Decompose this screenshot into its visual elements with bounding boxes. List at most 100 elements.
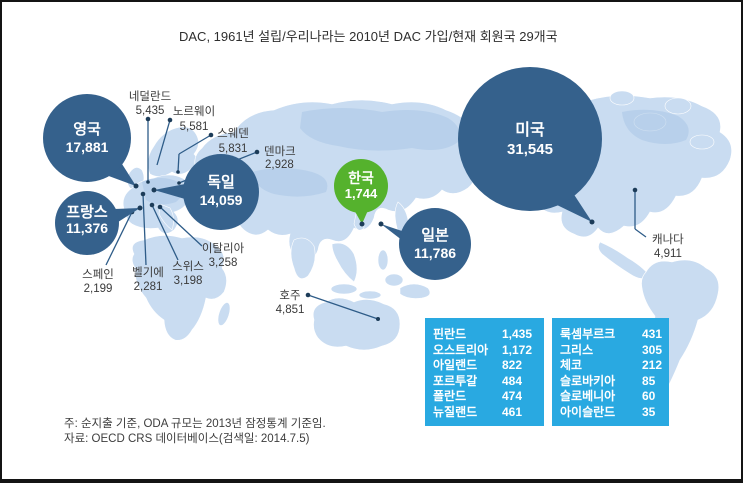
- bubble-france-circle: [55, 191, 119, 255]
- bubble-france-name: 프랑스: [66, 203, 108, 221]
- label-italy-value: 3,258: [209, 257, 238, 269]
- bubble-korea-name: 한국: [348, 170, 374, 186]
- leader-sweden-2: [177, 153, 180, 173]
- leader-spain: [105, 211, 133, 266]
- table-cell-country: 슬로바키아: [560, 373, 616, 388]
- landmass-australia: [312, 297, 401, 351]
- label-belgium-name: 벨기에: [132, 266, 164, 279]
- island-java: [358, 290, 382, 300]
- bubble-germany: 독일 14,059: [151, 154, 259, 230]
- island-new-guinea: [399, 283, 431, 299]
- label-sweden-name: 스웨덴: [217, 127, 249, 140]
- bubble-germany-tail: [154, 184, 185, 199]
- label-canada-value: 4,911: [654, 248, 682, 260]
- dot-australia-end: [376, 317, 380, 321]
- label-norway-value: 5,581: [180, 121, 209, 133]
- bubble-usa-value: 31,545: [507, 141, 553, 158]
- bubble-germany-name: 독일: [207, 174, 235, 191]
- table-row: 아일랜드 822: [433, 358, 544, 374]
- oda-table-right: 룩셈부르크 431 그리스 305 체코 212 슬로바키아 85 슬로베니아 60 아이…: [552, 318, 669, 426]
- landmass-africa: [131, 235, 227, 341]
- table-row: 폴란드 474: [433, 389, 544, 405]
- bubble-france-dot: [137, 205, 143, 211]
- landmass-indochina: [331, 242, 358, 283]
- leader-sweden: [178, 134, 212, 155]
- label-switzerland-name: 스위스: [172, 260, 204, 273]
- table-cell-value: 1,435: [502, 327, 533, 341]
- label-australia-value: 4,851: [276, 304, 305, 316]
- table-row: 룩셈부르크 431: [560, 327, 669, 343]
- leader-norway: [156, 119, 171, 166]
- bubble-france: 프랑스 11,376: [55, 191, 143, 255]
- bubble-usa: 미국 31,545: [458, 67, 602, 225]
- island-madagascar: [217, 302, 231, 326]
- bubble-uk-name: 영국: [73, 120, 101, 138]
- table-row: 아이슬란드 35: [560, 405, 669, 421]
- leader-switzerland: [151, 204, 179, 261]
- table-cell-country: 뉴질랜드: [433, 404, 478, 419]
- table-cell-country: 그리스: [560, 342, 594, 357]
- land-texture-central-asia: [252, 168, 328, 197]
- table-row: 오스트리아 1,172: [433, 343, 544, 359]
- page-title: DAC, 1961년 설립/우리나라는 2010년 DAC 가입/현재 회원국 …: [179, 29, 558, 44]
- leader-belgium: [142, 193, 147, 266]
- table-cell-country: 아이슬란드: [560, 404, 616, 419]
- dot-australia: [305, 292, 311, 298]
- landmass-scandinavia: [147, 126, 199, 177]
- country-labels: 네덜란드 5,435 노르웨이 5,581 스웨덴 5,831 덴마크 2,92…: [82, 90, 684, 316]
- footnote-basis: 주: 순지출 기준, ODA 규모는 2013년 잠정통계 기준임.: [64, 418, 326, 430]
- label-belgium-value: 2,281: [134, 281, 163, 293]
- bubble-france-tail: [114, 208, 140, 224]
- island-philippines: [377, 249, 389, 271]
- table-row: 핀란드 1,435: [433, 327, 544, 343]
- table-cell-value: 484: [502, 373, 523, 388]
- bubble-japan-name: 일본: [421, 227, 449, 244]
- dot-canada: [632, 187, 638, 193]
- bubble-usa-circle: [458, 67, 602, 211]
- bubble-uk-dot: [133, 183, 139, 189]
- table-cell-country: 아일랜드: [433, 358, 478, 372]
- oda-table-left: 핀란드 1,435 오스트리아 1,172 아일랜드 822 포르투갈 484 폴란드 4…: [425, 318, 544, 426]
- bubble-uk-tail: [106, 164, 136, 186]
- land-texture-canada: [622, 109, 689, 144]
- bubble-korea-dot: [359, 221, 365, 227]
- dot-belgium: [140, 191, 146, 197]
- table-row: 슬로베니아 60: [560, 389, 669, 405]
- table-cell-country: 슬로베니아: [560, 389, 616, 403]
- bubble-germany-circle: [183, 154, 259, 230]
- table-cell-value: 431: [642, 327, 663, 341]
- bubble-korea-value: 1,744: [345, 186, 378, 201]
- label-netherlands-value: 5,435: [136, 105, 165, 117]
- table-cell-country: 룩셈부르크: [560, 327, 616, 341]
- dot-denmark-end: [177, 181, 181, 185]
- bubble-usa-dot: [589, 219, 595, 225]
- label-italy-name: 이탈리아: [202, 241, 245, 255]
- label-spain-value: 2,199: [84, 283, 113, 295]
- table-cell-value: 212: [642, 358, 663, 372]
- bubble-korea: 한국 1,744: [334, 159, 388, 227]
- table-row: 슬로바키아 85: [560, 374, 669, 390]
- label-denmark-value: 2,928: [265, 159, 294, 171]
- dot-denmark: [254, 149, 260, 155]
- table-row: 포르투갈 484: [433, 374, 544, 390]
- table-row: 뉴질랜드 461: [433, 405, 544, 421]
- label-netherlands-name: 네덜란드: [129, 90, 171, 103]
- label-switzerland-value: 3,198: [174, 275, 203, 287]
- label-spain-name: 스페인: [82, 268, 114, 281]
- label-norway-name: 노르웨이: [173, 105, 215, 118]
- bubble-korea-circle: [334, 159, 388, 213]
- label-sweden-value: 5,831: [219, 143, 248, 155]
- land-texture-siberia: [300, 108, 460, 151]
- table-row: 체코 212: [560, 358, 669, 374]
- dot-sweden-end: [176, 170, 180, 174]
- landmass-italy: [158, 203, 174, 231]
- table-cell-country: 핀란드: [433, 327, 467, 341]
- bubble-japan-circle: [399, 208, 471, 280]
- bubble-uk: 영국 17,881: [43, 94, 139, 189]
- dot-netherlands-end: [146, 180, 150, 184]
- bubble-france-value: 11,376: [66, 220, 108, 236]
- table-cell-value: 461: [502, 404, 523, 419]
- island-borneo: [384, 273, 404, 287]
